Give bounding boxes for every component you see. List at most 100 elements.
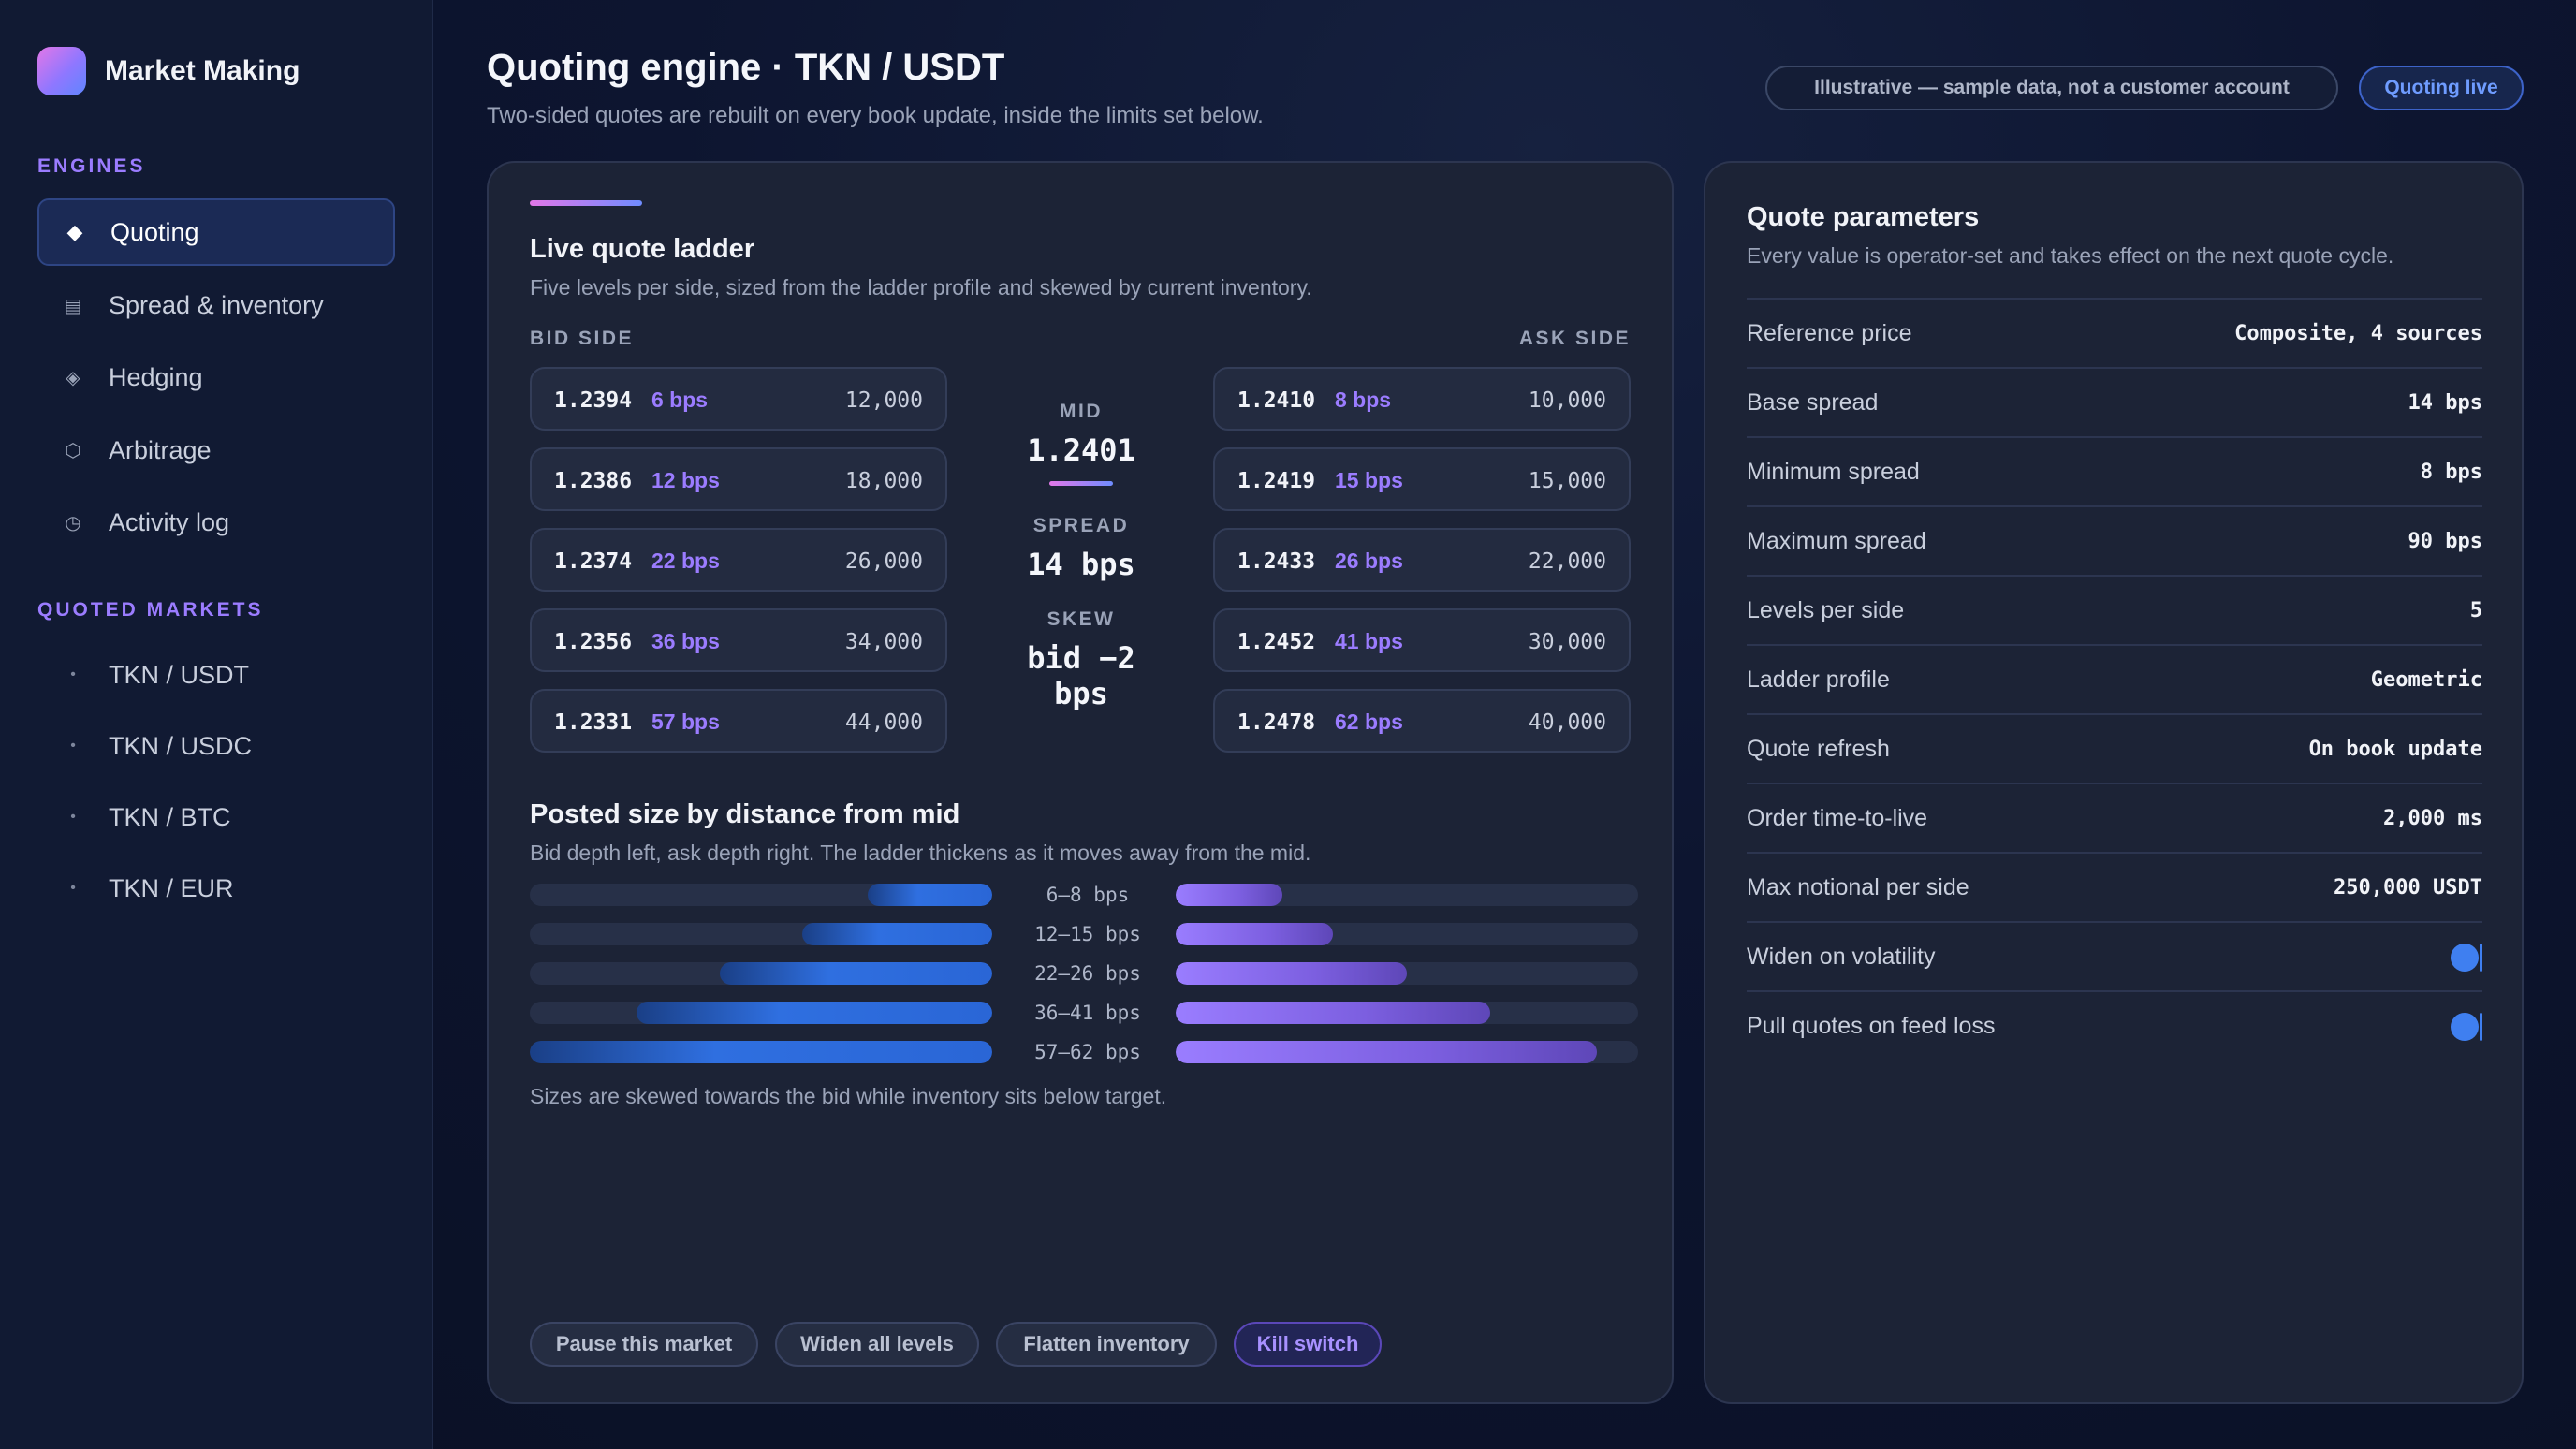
ask-price: 1.2419 (1237, 469, 1316, 493)
mid-label: MID (1060, 401, 1103, 422)
market-item-tkn-btc[interactable]: • TKN / BTC (37, 791, 395, 843)
param-label: Ladder profile (1747, 666, 1890, 693)
ask-price: 1.2452 (1237, 630, 1316, 654)
brand: Market Making (37, 47, 300, 95)
market-item-label: TKN / BTC (109, 802, 231, 831)
market-item-tkn-eur[interactable]: • TKN / EUR (37, 862, 395, 915)
param-label: Widen on volatility (1747, 944, 1936, 970)
ask-depth-track (1176, 962, 1638, 985)
ask-depth-bar (1176, 1041, 1597, 1063)
bid-depth-track (530, 1002, 992, 1024)
param-row: Base spread 14 bps (1747, 367, 2482, 436)
bid-size: 26,000 (844, 549, 923, 574)
bid-depth-bar (530, 1041, 992, 1063)
param-row: Max notional per side 250,000 USDT (1747, 852, 2482, 921)
param-value[interactable]: On book update (2308, 738, 2482, 761)
param-label: Order time-to-live (1747, 805, 1928, 831)
bid-level: 1.2374 22 bps 26,000 (530, 528, 947, 592)
ask-level: 1.2410 8 bps 10,000 (1213, 367, 1631, 431)
toggle-switch[interactable] (2447, 1013, 2482, 1043)
sidebar-item-spread-inventory[interactable]: ▤ Spread & inventory (37, 271, 395, 339)
bid-depth-bar (636, 1002, 992, 1024)
param-row: Minimum spread 8 bps (1747, 436, 2482, 505)
bid-price: 1.2356 (554, 630, 633, 654)
bid-depth-bar (867, 884, 992, 906)
sidebar-item-label: Hedging (109, 362, 203, 391)
engines-section-title: ENGINES (37, 155, 146, 177)
bid-size: 18,000 (844, 469, 923, 493)
depth-band-label: 22–26 bps (1034, 962, 1141, 985)
param-value[interactable]: Composite, 4 sources (2234, 322, 2482, 345)
sidebar-item-activity-log[interactable]: ◷ Activity log (37, 489, 395, 556)
param-label: Max notional per side (1747, 874, 1969, 900)
toggle-switch[interactable] (2447, 944, 2482, 973)
spread-value: 14 bps (1027, 547, 1135, 582)
sidebar-item-arbitrage[interactable]: ⬡ Arbitrage (37, 417, 395, 484)
toggle-track (2480, 1013, 2482, 1041)
param-label: Base spread (1747, 389, 1879, 416)
depth-note: Sizes are skewed towards the bid while i… (530, 1084, 1167, 1108)
depth-band-label: 12–15 bps (1034, 923, 1141, 945)
ask-level: 1.2478 62 bps 40,000 (1213, 689, 1631, 753)
toggle-knob (2451, 1013, 2479, 1041)
skew-label: SKEW (1046, 608, 1116, 630)
param-label: Maximum spread (1747, 528, 1926, 554)
param-value[interactable]: 8 bps (2420, 461, 2482, 484)
sidebar-item-hedging[interactable]: ◈ Hedging (37, 344, 395, 411)
param-value[interactable]: 14 bps (2408, 391, 2482, 415)
bid-level: 1.2331 57 bps 44,000 (530, 689, 947, 753)
ask-depth-bar (1176, 962, 1407, 985)
market-item-label: TKN / EUR (109, 873, 234, 902)
ask-depth-track (1176, 884, 1638, 906)
params-subtitle: Every value is operator-set and takes ef… (1747, 243, 2394, 268)
mid-value: 1.2401 (1027, 432, 1135, 468)
pause-market-button[interactable]: Pause this market (530, 1322, 758, 1367)
markets-section-title: QUOTED MARKETS (37, 599, 264, 621)
brand-name: Market Making (105, 55, 300, 86)
param-value[interactable]: 2,000 ms (2383, 807, 2482, 830)
bid-distance: 22 bps (651, 549, 720, 573)
ask-size: 15,000 (1528, 469, 1606, 493)
param-row: Quote refresh On book update (1747, 713, 2482, 783)
ask-size: 10,000 (1528, 388, 1606, 413)
param-value[interactable]: 250,000 USDT (2334, 876, 2482, 900)
sidebar-item-label: Activity log (109, 507, 230, 536)
sidebar-item-quoting[interactable]: ◆ Quoting (37, 198, 395, 266)
ask-size: 30,000 (1528, 630, 1606, 654)
bid-depth-track (530, 1041, 992, 1063)
bid-distance: 36 bps (651, 629, 720, 653)
ask-level: 1.2419 15 bps 15,000 (1213, 447, 1631, 511)
quoting-live-badge: Quoting live (2359, 66, 2524, 110)
ask-level: 1.2433 26 bps 22,000 (1213, 528, 1631, 592)
param-value[interactable]: 90 bps (2408, 530, 2482, 553)
widen-levels-button[interactable]: Widen all levels (775, 1322, 979, 1367)
bid-distance: 6 bps (651, 388, 709, 412)
depth-subtitle: Bid depth left, ask depth right. The lad… (530, 841, 1311, 865)
mid-block: MID 1.2401 (994, 401, 1168, 486)
param-value[interactable]: 5 (2469, 599, 2482, 622)
depth-band-label: 36–41 bps (1034, 1002, 1141, 1024)
spread-block: SPREAD 14 bps (994, 515, 1168, 582)
spread-label: SPREAD (1032, 515, 1130, 536)
params-title: Quote parameters (1747, 202, 1980, 232)
bullet-icon: • (70, 666, 76, 682)
ask-distance: 15 bps (1335, 468, 1403, 492)
param-value[interactable]: Geometric (2370, 668, 2482, 692)
kill-switch-button[interactable]: Kill switch (1234, 1322, 1382, 1367)
param-row: Levels per side 5 (1747, 575, 2482, 644)
param-row: Maximum spread 90 bps (1747, 505, 2482, 575)
quote-parameters-card: Quote parameters Every value is operator… (1704, 161, 2524, 1404)
toggle-knob (2451, 944, 2479, 972)
page-subtitle: Two-sided quotes are rebuilt on every bo… (487, 103, 1264, 128)
ask-size: 40,000 (1528, 710, 1606, 735)
market-item-tkn-usdc[interactable]: • TKN / USDC (37, 720, 395, 772)
bid-level: 1.2394 6 bps 12,000 (530, 367, 947, 431)
bullet-icon: • (70, 880, 76, 896)
flatten-inventory-button[interactable]: Flatten inventory (996, 1322, 1217, 1367)
market-item-label: TKN / USDT (109, 660, 250, 689)
diamond-icon: ◆ (66, 220, 83, 243)
ladder-subtitle: Five levels per side, sized from the lad… (530, 275, 1312, 300)
market-item-tkn-usdt[interactable]: • TKN / USDT (37, 649, 395, 701)
page-title: Quoting engine · TKN / USDT (487, 47, 1005, 88)
param-toggle-row: Pull quotes on feed loss (1747, 990, 2482, 1060)
